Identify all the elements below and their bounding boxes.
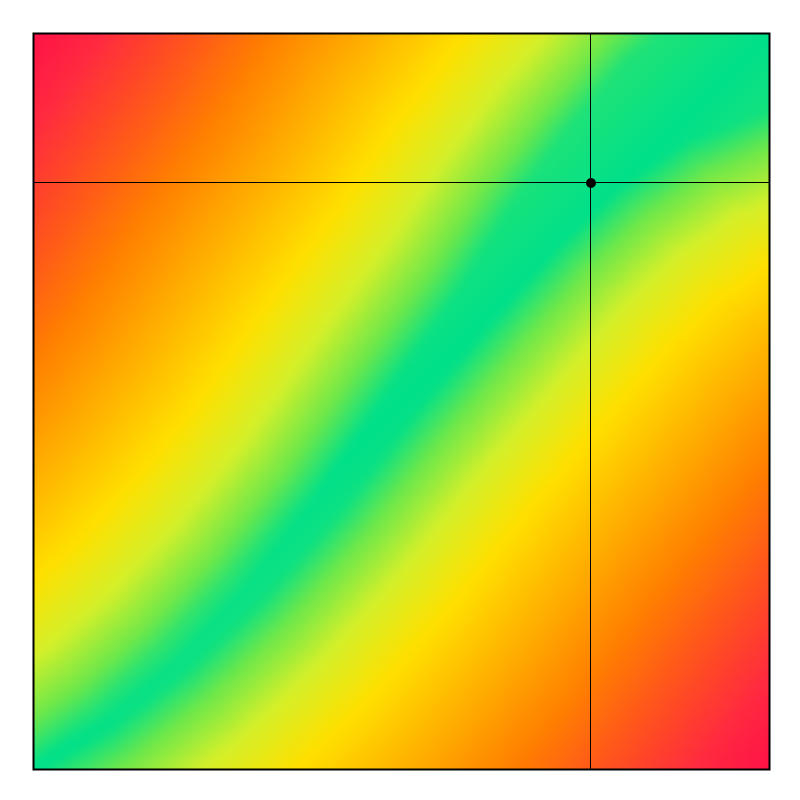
crosshair-marker [586,178,596,188]
crosshair-vertical [590,33,591,770]
chart-container: TheBottleneck.com [0,0,800,800]
bottleneck-heatmap [0,0,800,800]
crosshair-horizontal [33,182,770,183]
